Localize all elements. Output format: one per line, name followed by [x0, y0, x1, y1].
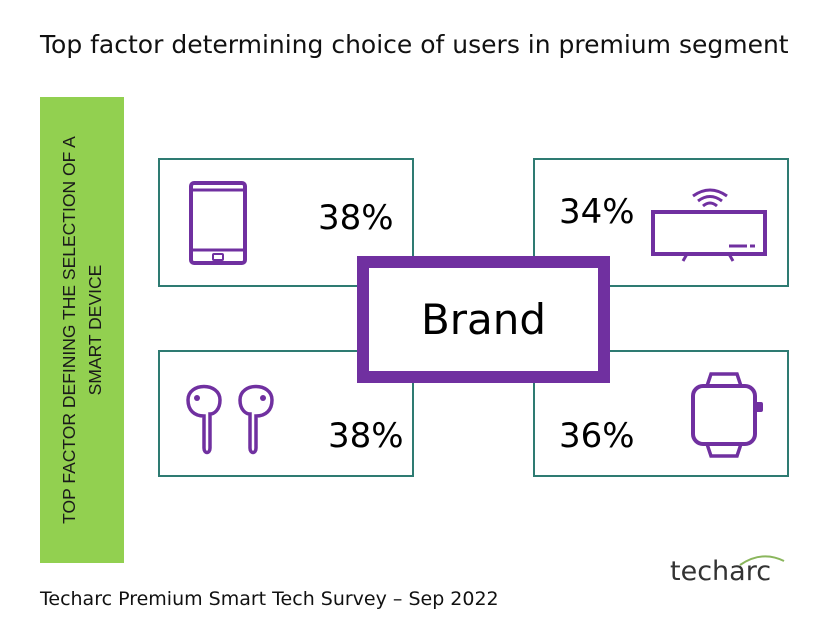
card-smartwatch: 36%	[533, 350, 789, 477]
logo-arc-icon	[739, 555, 785, 566]
smart-tv-value: 34%	[559, 192, 635, 232]
card-earbuds: 38%	[158, 350, 414, 477]
tablet-icon	[189, 181, 247, 265]
smartwatch-icon	[691, 372, 763, 458]
brand-label: Brand	[420, 295, 547, 344]
footer-source: Techarc Premium Smart Tech Survey – Sep …	[40, 588, 499, 610]
brand-box: Brand	[357, 256, 610, 383]
side-label: TOP FACTOR DEFINING THE SELECTION OF A S…	[59, 136, 105, 524]
earbuds-icon	[186, 384, 274, 455]
smart-tv-icon	[651, 188, 767, 262]
side-label-bar: TOP FACTOR DEFINING THE SELECTION OF A S…	[40, 97, 124, 563]
techarc-logo: techarc	[670, 556, 772, 587]
page-title: Top factor determining choice of users i…	[40, 30, 789, 59]
tablet-value: 38%	[318, 198, 394, 238]
smartwatch-value: 36%	[559, 416, 635, 456]
earbuds-value: 38%	[328, 416, 404, 456]
card-tablet: 38%	[158, 158, 414, 287]
